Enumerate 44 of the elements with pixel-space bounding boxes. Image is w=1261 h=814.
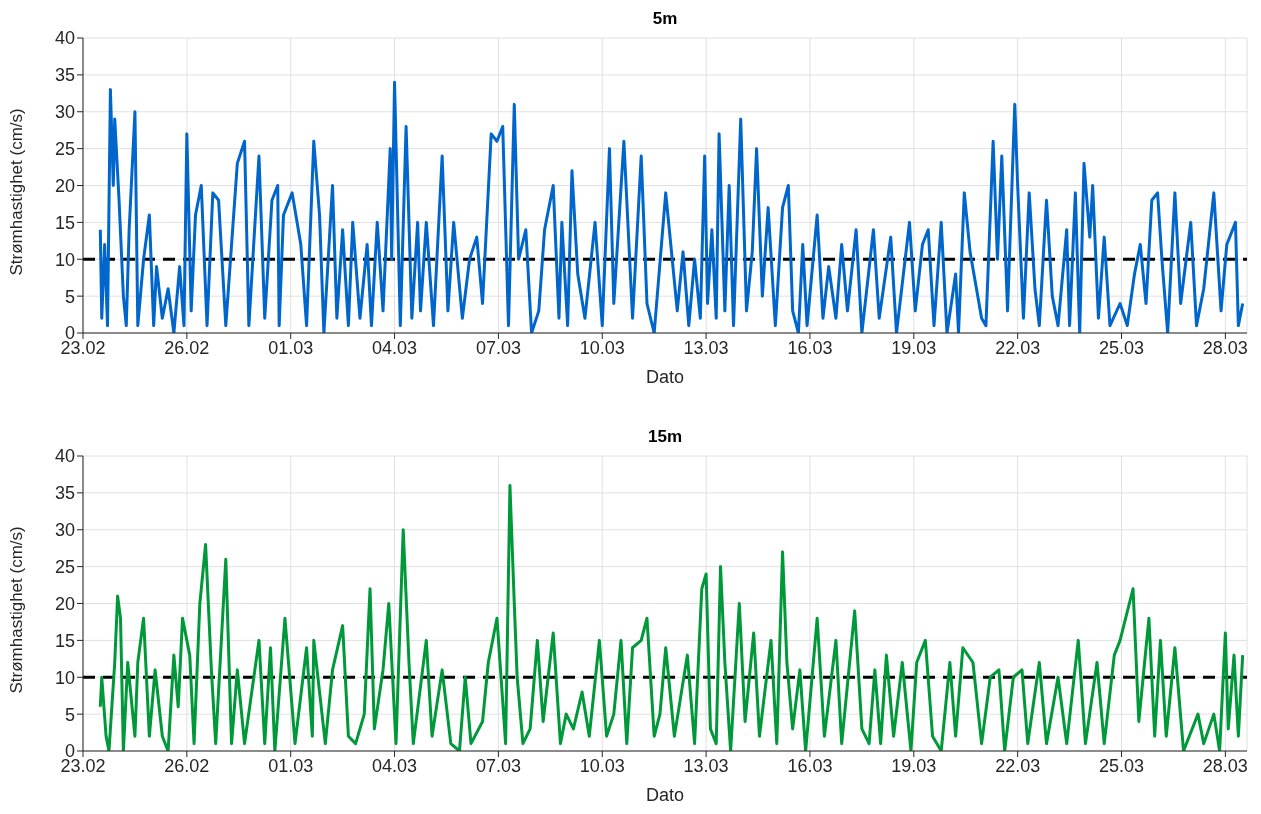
chart-title: 15m <box>647 426 683 448</box>
y-tick-label: 40 <box>54 28 75 49</box>
x-tick-label: 10.03 <box>579 755 625 776</box>
y-tick-label: 35 <box>54 65 75 86</box>
x-tick-label: 22.03 <box>995 755 1041 776</box>
y-tick-label: 35 <box>54 483 75 504</box>
y-tick-label: 5 <box>64 704 75 725</box>
x-tick-label: 07.03 <box>475 337 521 358</box>
y-tick-label: 25 <box>54 557 75 578</box>
x-tick-label: 28.03 <box>1202 755 1248 776</box>
x-tick-label: 25.03 <box>1098 755 1145 776</box>
y-tick-label: 20 <box>54 175 75 196</box>
x-tick-label: 22.03 <box>995 337 1041 358</box>
x-tick-label: 04.03 <box>372 337 418 358</box>
x-tick-label: 16.03 <box>787 755 833 776</box>
y-tick-label: 20 <box>54 593 75 614</box>
x-tick-label: 13.03 <box>683 755 729 776</box>
x-tick-label: 26.02 <box>164 755 210 776</box>
x-axis-title: Dato <box>645 785 685 805</box>
y-tick-label: 25 <box>54 139 75 160</box>
x-tick-label: 07.03 <box>475 755 521 776</box>
y-tick-label: 15 <box>54 630 75 651</box>
y-tick-label: 5 <box>64 286 75 307</box>
x-tick-label: 28.03 <box>1202 337 1248 358</box>
x-tick-label: 19.03 <box>891 337 937 358</box>
x-tick-label: 13.03 <box>683 337 729 358</box>
y-tick-label: 15 <box>54 212 75 233</box>
chart-title: 5m <box>651 8 679 30</box>
x-tick-label: 01.03 <box>268 337 314 358</box>
y-tick-label: 40 <box>54 446 75 467</box>
y-tick-label: 30 <box>54 520 75 541</box>
x-axis-title: Dato <box>645 367 685 387</box>
x-tick-label: 16.03 <box>787 337 833 358</box>
y-tick-label: 30 <box>54 102 75 123</box>
y-axis-title: Strømhastighet (cm/s) <box>7 108 27 276</box>
y-tick-label: 10 <box>54 667 75 688</box>
x-tick-label: 01.03 <box>268 755 314 776</box>
y-axis-title: Strømhastighet (cm/s) <box>7 526 27 694</box>
x-tick-label: 26.02 <box>164 337 210 358</box>
x-tick-label: 25.03 <box>1098 337 1145 358</box>
x-tick-label: 10.03 <box>579 337 625 358</box>
y-tick-label: 10 <box>54 249 75 270</box>
x-tick-label: 04.03 <box>372 755 418 776</box>
x-tick-label: 19.03 <box>891 755 937 776</box>
